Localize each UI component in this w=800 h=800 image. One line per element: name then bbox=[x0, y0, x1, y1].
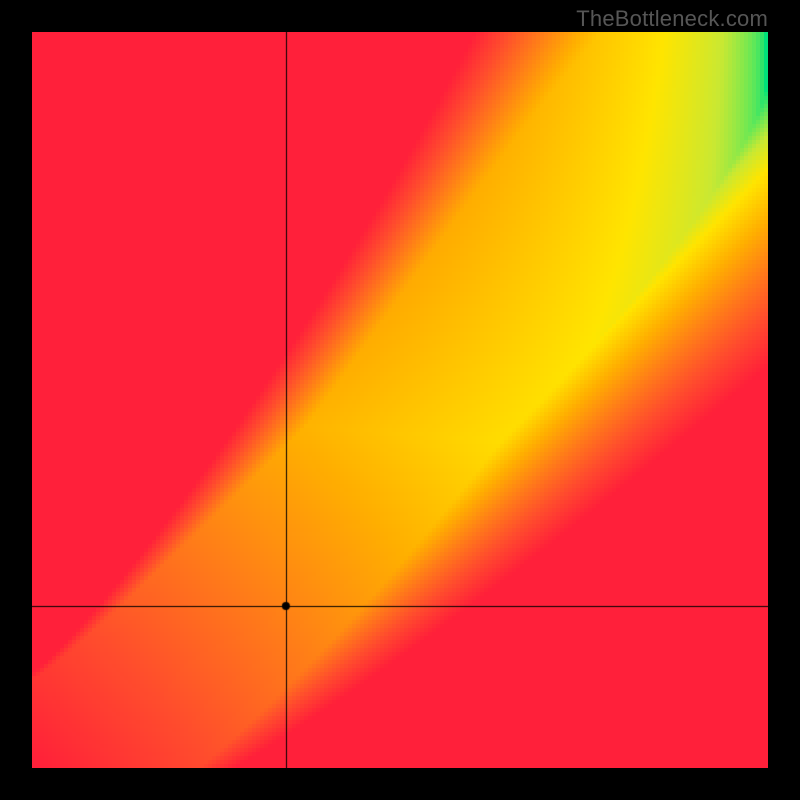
crosshair-overlay bbox=[32, 32, 768, 768]
chart-container: TheBottleneck.com bbox=[0, 0, 800, 800]
watermark-text: TheBottleneck.com bbox=[576, 6, 768, 32]
